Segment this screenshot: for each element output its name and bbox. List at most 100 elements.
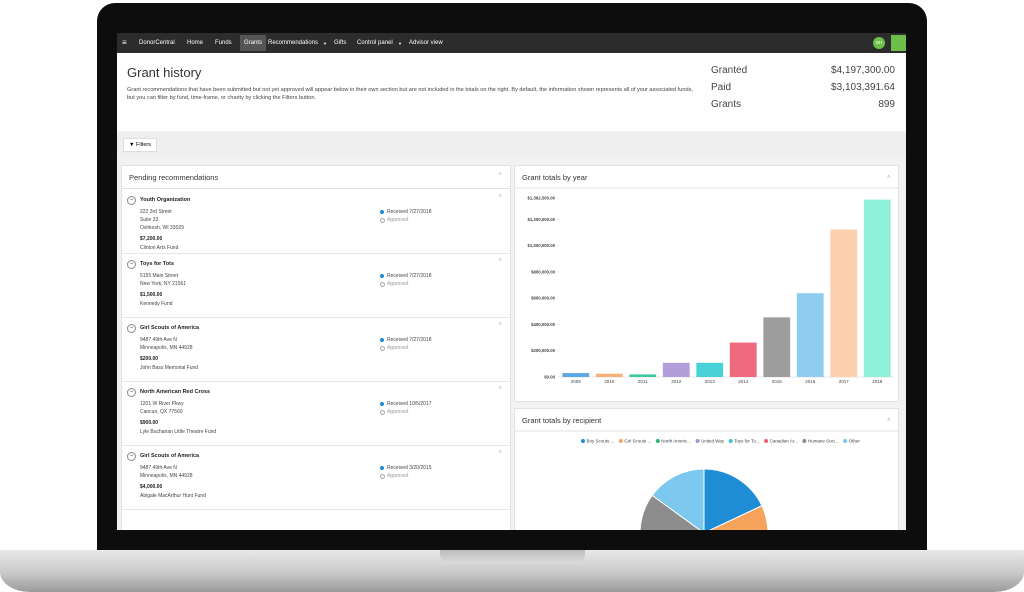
summary-value: $3,103,391.64 — [831, 82, 895, 93]
recipient-name: Youth Organization — [140, 197, 191, 203]
legend-item[interactable]: Toys for To... — [728, 439, 760, 444]
filters-button[interactable]: ▼ Filters — [123, 138, 157, 152]
y-tick-label: $0.00 — [544, 375, 555, 380]
collapse-icon[interactable]: ˄ — [498, 386, 502, 392]
collapse-icon[interactable]: ˄ — [498, 194, 502, 200]
avatar[interactable]: DH — [873, 37, 885, 49]
x-tick-label: 2014 — [738, 379, 749, 384]
legend-label: Other — [849, 439, 861, 444]
dropdown-caret: ▼ — [323, 41, 327, 46]
summary-label: Granted — [711, 65, 748, 76]
bar — [763, 317, 791, 377]
bar-chart-panel: Grant totals by year ˄ $0.00 $200,000.00 $4… — [514, 165, 899, 402]
collapse-icon[interactable]: ˄ — [498, 450, 502, 456]
bar — [729, 342, 757, 377]
page-description: Grant recommendations that have been sub… — [127, 87, 693, 101]
legend-swatch — [618, 439, 623, 443]
collapse-icon[interactable]: ˄ — [498, 172, 502, 178]
summary-value: 899 — [878, 99, 895, 110]
legend-swatch — [581, 439, 585, 443]
item-toggle[interactable]: − — [127, 452, 136, 461]
legend-item[interactable]: United Way — [695, 439, 725, 444]
address-line: 1201 W River Pkwy — [140, 401, 184, 407]
nav-item[interactable]: Gifts — [334, 40, 347, 46]
pending-item: − ˄ North American Red Cross 1201 W River P… — [122, 382, 510, 446]
legend-label: North Americ... — [661, 439, 691, 444]
nav-item[interactable]: Grants — [240, 35, 267, 51]
legend-swatch — [764, 439, 769, 443]
legend-item[interactable]: Boy Scouts ... — [581, 439, 614, 444]
nav-item[interactable]: Control panel — [357, 40, 393, 46]
address-line: 5155 Main Street — [140, 273, 179, 279]
nav-item[interactable]: Funds — [215, 40, 232, 46]
received-date: Received 7/27/2018 — [387, 273, 432, 279]
summary-value: $4,197,300.00 — [831, 65, 895, 76]
grant-amount: $1,500.00 — [140, 292, 163, 298]
y-tick-label: $400,000.00 — [531, 322, 556, 327]
nav-item[interactable]: Home — [187, 40, 204, 46]
collapse-icon[interactable]: ˄ — [498, 322, 502, 328]
bar — [830, 229, 858, 377]
page-header: Grant history Grant recommendations that… — [117, 53, 906, 131]
received-icon — [380, 210, 384, 214]
x-tick-label: 2015 — [772, 379, 783, 384]
help-button[interactable] — [891, 35, 906, 51]
recipient-name: Girl Scouts of America — [140, 325, 200, 331]
received-date: Received 7/27/2018 — [387, 337, 432, 343]
nav-item[interactable]: Advisor view — [409, 40, 443, 46]
approved-icon — [380, 474, 385, 479]
legend-swatch — [728, 439, 733, 443]
legend-swatch — [655, 439, 660, 443]
y-tick-label: $200,000.00 — [531, 348, 556, 353]
item-toggle[interactable]: − — [127, 196, 136, 205]
legend-item[interactable]: Canadian Ar... — [764, 439, 798, 444]
collapse-icon[interactable]: ˄ — [498, 258, 502, 264]
menu-icon[interactable]: ≡ — [122, 38, 127, 47]
received-icon — [380, 274, 384, 278]
received-icon — [380, 402, 384, 406]
approval-status: Approved — [387, 345, 409, 351]
grant-amount: $200.00 — [140, 356, 159, 362]
page-title: Grant history — [127, 65, 202, 80]
bar-chart: ˄ $0.00 $200,000.00 $400,000.00 $600,000.00 $… — [515, 175, 898, 384]
collapse-icon[interactable]: ˄ — [887, 175, 891, 181]
pie-slice — [709, 505, 769, 530]
filters-label: Filters — [135, 142, 151, 148]
received-date: Received 10/5/2017 — [387, 401, 432, 407]
legend-item[interactable]: Other — [843, 439, 860, 444]
item-toggle[interactable]: − — [127, 324, 136, 333]
fund-name: John Bass Memorial Fund — [140, 365, 199, 371]
x-tick-label: 2011 — [638, 379, 648, 384]
received-icon — [380, 338, 384, 342]
nav-item[interactable]: Recommendations — [268, 40, 319, 46]
x-tick-label: 2010 — [604, 379, 615, 384]
pie-slice — [651, 468, 705, 530]
fund-name: Clinton Arts Fund — [140, 245, 179, 251]
approval-status: Approved — [387, 409, 409, 415]
pending-item: − ˄ Toys for Tots 5155 Main Street New York,… — [122, 254, 510, 318]
legend-item[interactable]: Girl Scouts ... — [618, 439, 652, 444]
legend-item[interactable]: North Americ... — [655, 439, 691, 444]
y-tick-label: $800,000.00 — [531, 269, 556, 274]
approved-icon — [380, 218, 385, 223]
legend-item[interactable]: Humane Soci... — [802, 439, 839, 444]
grant-amount: $900.00 — [140, 420, 159, 426]
fund-name: Lyle Buchanan Little Theatre Fund — [140, 429, 217, 435]
address-line: Minneapolis, MN 44928 — [140, 473, 193, 479]
legend-swatch — [843, 439, 848, 443]
address-line: Cancun, QX 77560 — [140, 409, 183, 415]
panel-title: Grant totals by year — [522, 173, 588, 182]
item-toggle[interactable]: − — [127, 260, 136, 269]
collapse-icon[interactable]: ˄ — [887, 418, 891, 424]
bar — [595, 373, 623, 377]
bar — [629, 374, 657, 377]
laptop-notch — [440, 550, 585, 564]
item-toggle[interactable]: − — [127, 388, 136, 397]
approval-status: Approved — [387, 217, 409, 223]
x-tick-label: 2013 — [705, 379, 716, 384]
x-tick-label: 2017 — [839, 379, 850, 384]
brand[interactable]: DonorCentral — [139, 40, 175, 46]
bar — [796, 293, 824, 377]
x-tick-label: 2012 — [671, 379, 682, 384]
